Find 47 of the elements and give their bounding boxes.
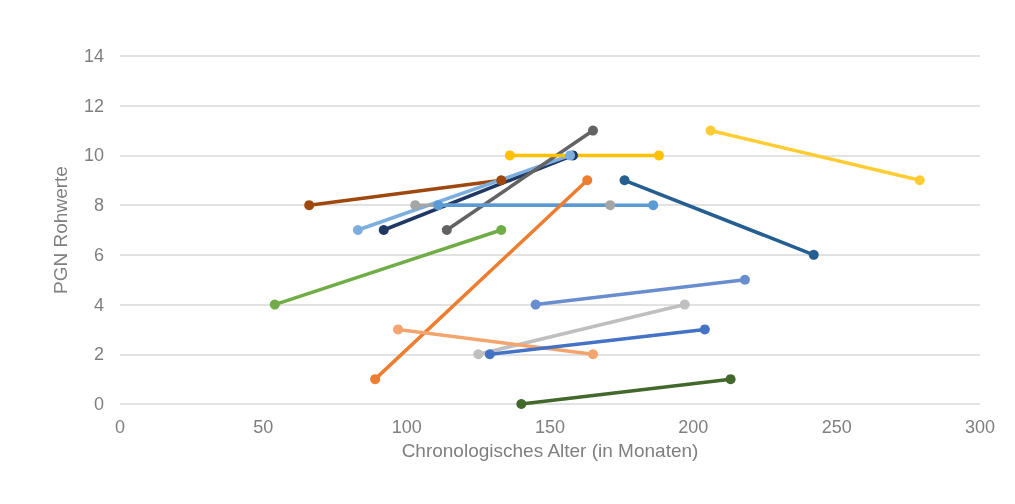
point — [648, 200, 659, 211]
point — [269, 299, 280, 310]
x-tick-label: 200 — [678, 417, 709, 437]
point — [739, 274, 750, 285]
y-tick-label: 4 — [93, 294, 104, 315]
point — [582, 175, 593, 186]
point — [484, 349, 495, 360]
point — [588, 125, 598, 136]
y-tick-label: 6 — [93, 244, 104, 265]
point — [808, 249, 819, 260]
y-tick-label: 14 — [83, 46, 104, 66]
y-tick-label: 10 — [83, 145, 104, 166]
point — [725, 374, 736, 385]
x-tick-label: 150 — [534, 417, 566, 437]
point — [516, 399, 527, 409]
point — [914, 175, 925, 186]
point — [588, 349, 598, 360]
y-tick-label: 0 — [93, 394, 104, 414]
y-tick-label: 12 — [83, 95, 104, 116]
x-tick-label: 0 — [114, 417, 126, 437]
x-tick-label: 100 — [391, 417, 422, 437]
point — [410, 200, 421, 211]
point — [496, 225, 507, 235]
x-tick-label: 50 — [253, 417, 274, 437]
point — [441, 225, 452, 235]
y-tick-label: 2 — [93, 344, 104, 365]
point — [653, 150, 664, 161]
point — [619, 175, 630, 186]
point — [699, 324, 710, 335]
point — [433, 200, 444, 211]
point — [504, 150, 515, 161]
point — [304, 200, 315, 211]
x-tick-label: 300 — [964, 417, 996, 437]
point — [473, 349, 484, 360]
point — [370, 374, 381, 385]
point — [605, 200, 616, 211]
point — [496, 175, 507, 186]
point — [378, 225, 389, 235]
y-tick-label: 8 — [93, 195, 104, 216]
point — [705, 125, 716, 136]
point — [679, 299, 690, 310]
point — [393, 324, 404, 335]
x-axis-title: Chronologisches Alter (in Monaten) — [401, 439, 699, 461]
x-tick-label: 250 — [821, 417, 852, 437]
point — [352, 225, 363, 235]
y-axis-title: PGN Rohwerte — [50, 166, 71, 294]
point — [530, 299, 541, 310]
